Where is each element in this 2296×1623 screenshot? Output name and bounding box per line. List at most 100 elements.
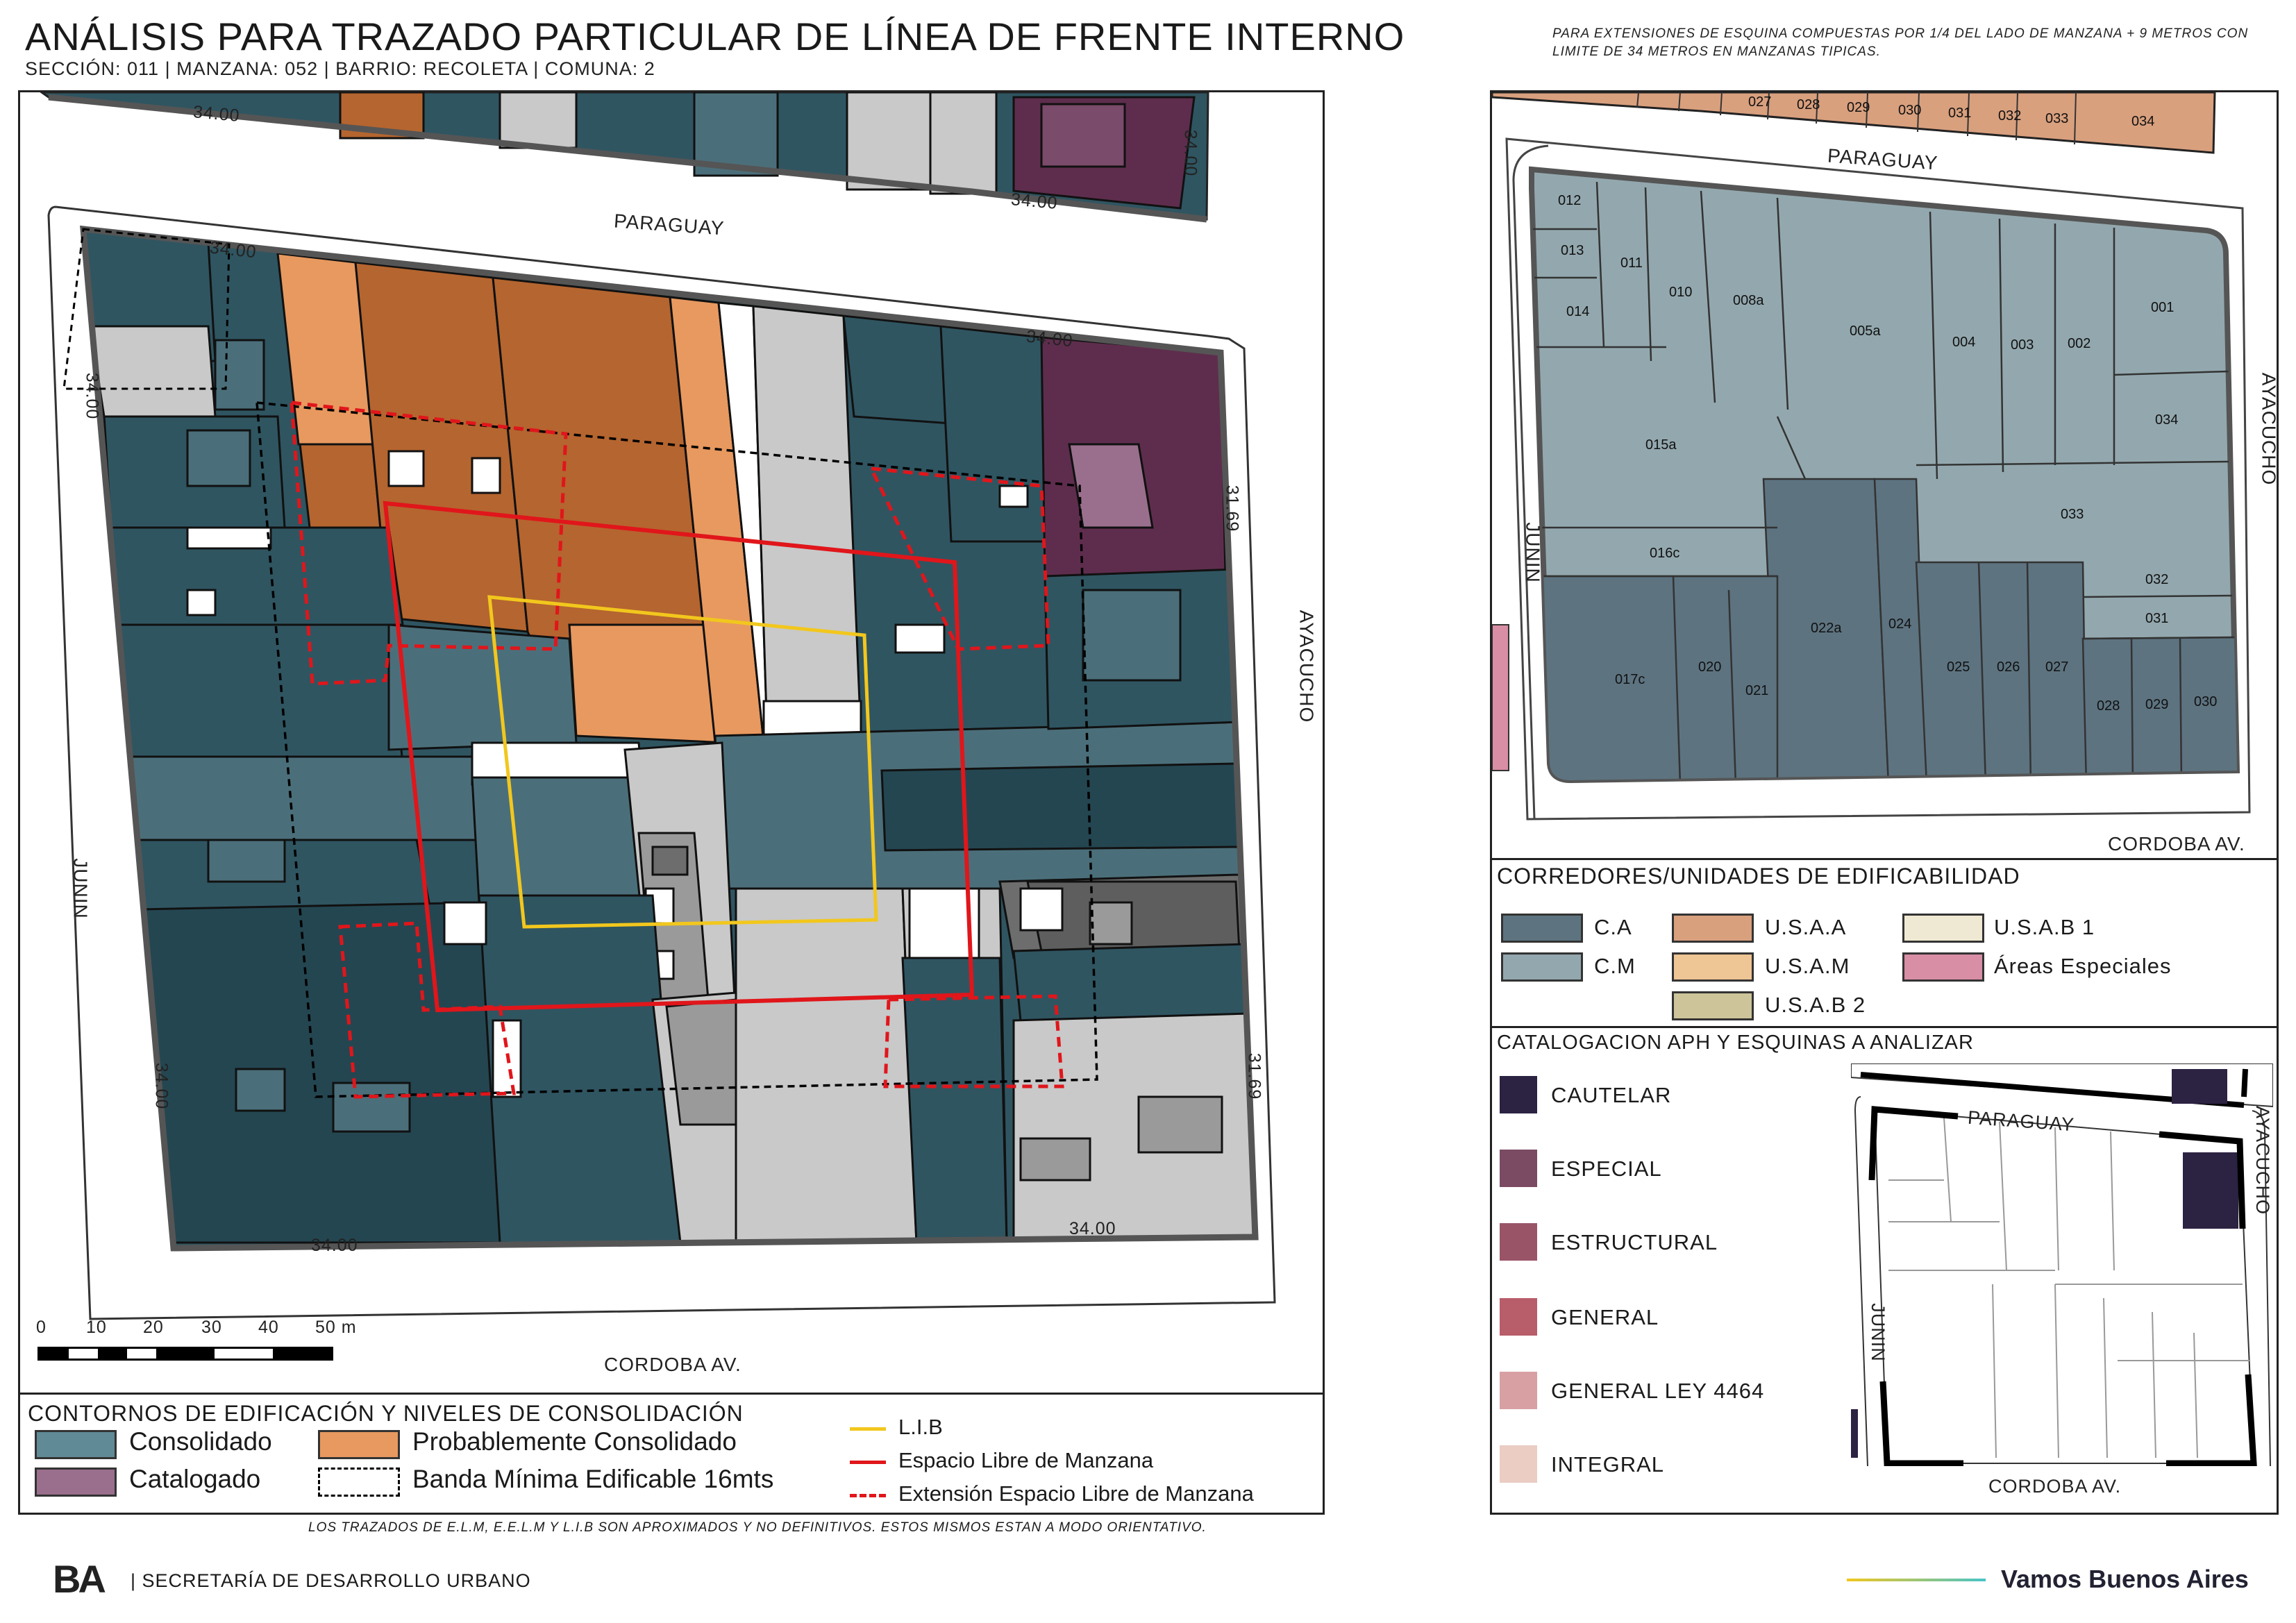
slogan-gradient-line (1847, 1579, 1986, 1581)
swatch-consolidado (35, 1430, 117, 1459)
top-lot-030: 030 (1898, 103, 1922, 118)
swatch-especial (1500, 1150, 1537, 1187)
lot-008a: 008a (1733, 293, 1764, 308)
ba-logo-text: BA (53, 1557, 106, 1601)
lot-027: 027 (2045, 659, 2069, 675)
header-note: PARA EXTENSIONES DE ESQUINA COMPUESTAS P… (1552, 26, 2249, 59)
corredores-panel (1490, 858, 2279, 1030)
cat-general-ley: GENERAL LEY 4464 (1551, 1379, 1765, 1403)
lot-020: 020 (1698, 659, 1722, 675)
scale-tick-30: 30 (201, 1318, 222, 1337)
catalogacion-title: CATALOGACION APH Y ESQUINAS A ANALIZAR (1497, 1032, 1974, 1054)
swatch-estructural (1500, 1223, 1537, 1261)
corr-cm: C.M (1594, 954, 1636, 978)
top-lot-027: 027 (1748, 94, 1772, 110)
scale-tick-50: 50 m (315, 1318, 357, 1337)
previous-block (40, 92, 1209, 223)
scale-tick-0: 0 (36, 1318, 47, 1337)
swatch-areas (1902, 952, 1984, 982)
swatch-catalogado (35, 1468, 117, 1497)
top-lot-032: 032 (1998, 108, 2022, 124)
lot-022a: 022a (1811, 621, 1842, 636)
page-subtitle: SECCIÓN: 011 | MANZANA: 052 | BARRIO: RE… (25, 58, 655, 79)
cat-especial: ESPECIAL (1551, 1157, 1662, 1181)
lot-016c: 016c (1650, 546, 1680, 561)
footer-org: | SECRETARÍA DE DESARROLLO URBANO (131, 1570, 531, 1591)
legend-consolidado: Consolidado (129, 1427, 272, 1456)
lot-033: 033 (2061, 507, 2084, 522)
footer-slogan: Vamos Buenos Aires (2001, 1565, 2249, 1593)
lot-031: 031 (2145, 611, 2169, 626)
lot-034: 034 (2155, 412, 2179, 428)
lot-010: 010 (1669, 285, 1693, 300)
top-lot-028: 028 (1797, 97, 1820, 112)
corr-ca: C.A (1594, 915, 1632, 939)
scale-tick-20: 20 (143, 1318, 164, 1337)
lot-004: 004 (1952, 335, 1976, 350)
lot-030: 030 (2194, 694, 2218, 709)
lot-028: 028 (2097, 698, 2120, 714)
swatch-cautelar (1500, 1076, 1537, 1113)
ba-logo: BA (53, 1556, 106, 1601)
lot-015a: 015a (1645, 437, 1677, 453)
footer-disclaimer: LOS TRAZADOS DE E.L.M, E.E.L.M Y L.I.B S… (308, 1520, 1207, 1535)
swatch-cm (1501, 952, 1583, 982)
dim-bottom-left: 34.00 (311, 1236, 358, 1255)
swatch-elm (850, 1461, 886, 1464)
top-lot-031: 031 (1948, 106, 1972, 121)
corredores-title: CORREDORES/UNIDADES DE EDIFICABILIDAD (1497, 864, 2020, 889)
cat-estructural: ESTRUCTURAL (1551, 1230, 1718, 1254)
lib-outline (487, 595, 878, 929)
swatch-usab1 (1902, 914, 1984, 943)
lot-002: 002 (2068, 336, 2091, 351)
swatch-usab2 (1672, 991, 1754, 1020)
lot-029: 029 (2145, 697, 2169, 712)
lot-017c: 017c (1615, 672, 1645, 687)
top-lot-033: 033 (2045, 111, 2069, 126)
corr-usaa: U.S.A.A (1765, 915, 1847, 939)
cat-street-ayacucho: AYACUCHO (2252, 1105, 2274, 1216)
lot-011: 011 (1620, 255, 1643, 271)
lot-025: 025 (1947, 659, 1970, 675)
swatch-usaa (1672, 914, 1754, 943)
lot-005a: 005a (1850, 323, 1881, 339)
corr-usam: U.S.A.M (1765, 954, 1850, 978)
legend-eelm: Extensión Espacio Libre de Manzana (898, 1481, 1254, 1506)
legend-main-title: CONTORNOS DE EDIFICACIÓN Y NIVELES DE CO… (28, 1401, 744, 1426)
cat-general: GENERAL (1551, 1305, 1659, 1329)
swatch-lib (850, 1427, 886, 1431)
top-lot-029: 029 (1847, 100, 1870, 115)
cat-street-cordoba: CORDOBA AV. (1988, 1476, 2122, 1497)
cat-integral: INTEGRAL (1551, 1452, 1665, 1477)
scale-tick-40: 40 (258, 1318, 279, 1337)
elm-outline (383, 501, 975, 1013)
legend-probablemente: Probablemente Consolidado (412, 1427, 737, 1456)
legend-elm: Espacio Libre de Manzana (898, 1448, 1154, 1472)
swatch-usam (1672, 952, 1754, 982)
lot-021: 021 (1745, 683, 1769, 698)
lot-014: 014 (1566, 304, 1590, 319)
lot-032: 032 (2145, 572, 2169, 587)
banda-minima-outline (255, 401, 1098, 1098)
swatch-integral (1500, 1445, 1537, 1483)
swatch-probablemente (318, 1430, 400, 1459)
cat-cautelar: CAUTELAR (1551, 1083, 1672, 1107)
top-lot-034: 034 (2131, 114, 2155, 129)
lot-003: 003 (2011, 337, 2034, 353)
corr-areas: Áreas Especiales (1994, 954, 2172, 978)
lot-024: 024 (1888, 616, 1912, 632)
lot-012: 012 (1558, 193, 1582, 208)
lot-013: 013 (1561, 243, 1584, 258)
swatch-banda (318, 1468, 400, 1497)
street-cordoba: CORDOBA AV. (604, 1354, 741, 1375)
legend-banda: Banda Mínima Edificable 16mts (412, 1465, 774, 1493)
page-title: ANÁLISIS PARA TRAZADO PARTICULAR DE LÍNE… (25, 15, 1405, 58)
swatch-general-ley (1500, 1372, 1537, 1409)
swatch-ca (1501, 914, 1583, 943)
swatch-general (1500, 1298, 1537, 1336)
swatch-eelm (850, 1494, 886, 1497)
legend-lib: L.I.B (898, 1415, 943, 1439)
